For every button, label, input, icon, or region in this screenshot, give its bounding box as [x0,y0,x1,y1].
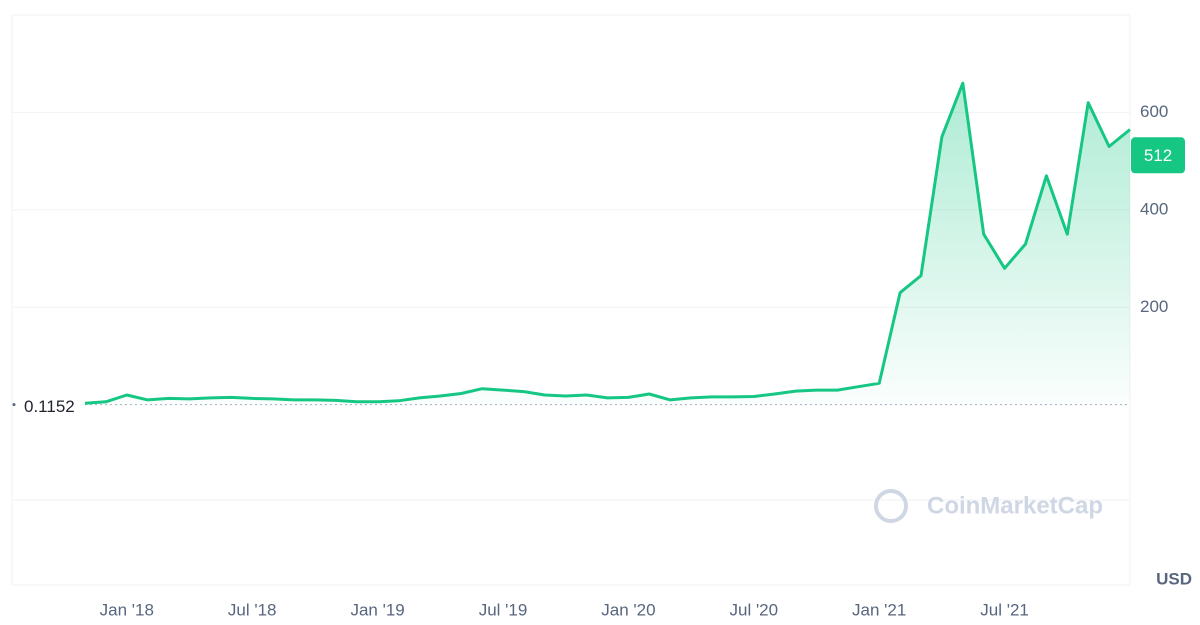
x-tick-label: Jul '18 [228,600,277,619]
x-tick-label: Jan '21 [852,600,906,619]
x-tick-label: Jul '20 [729,600,778,619]
baseline-label: 0.1152 [24,397,75,416]
y-tick-label: 200 [1140,297,1168,316]
x-tick-label: Jul '19 [479,600,528,619]
x-tick-label: Jul '21 [980,600,1029,619]
watermark: CoinMarketCap [927,492,1103,519]
y-tick-label: 400 [1140,199,1168,218]
price-area [85,83,1130,405]
x-tick-label: Jan '18 [100,600,154,619]
currency-label: USD [1156,569,1192,588]
current-price-box [1131,137,1185,174]
watermark-logo [874,489,908,523]
x-tick-label: Jan '19 [350,600,404,619]
price-line [84,81,1131,405]
baseline-dot [12,403,16,407]
current-price-label: 512 [1144,146,1172,165]
x-tick-label: Jan '20 [601,600,655,619]
y-tick-label: 600 [1140,102,1168,121]
